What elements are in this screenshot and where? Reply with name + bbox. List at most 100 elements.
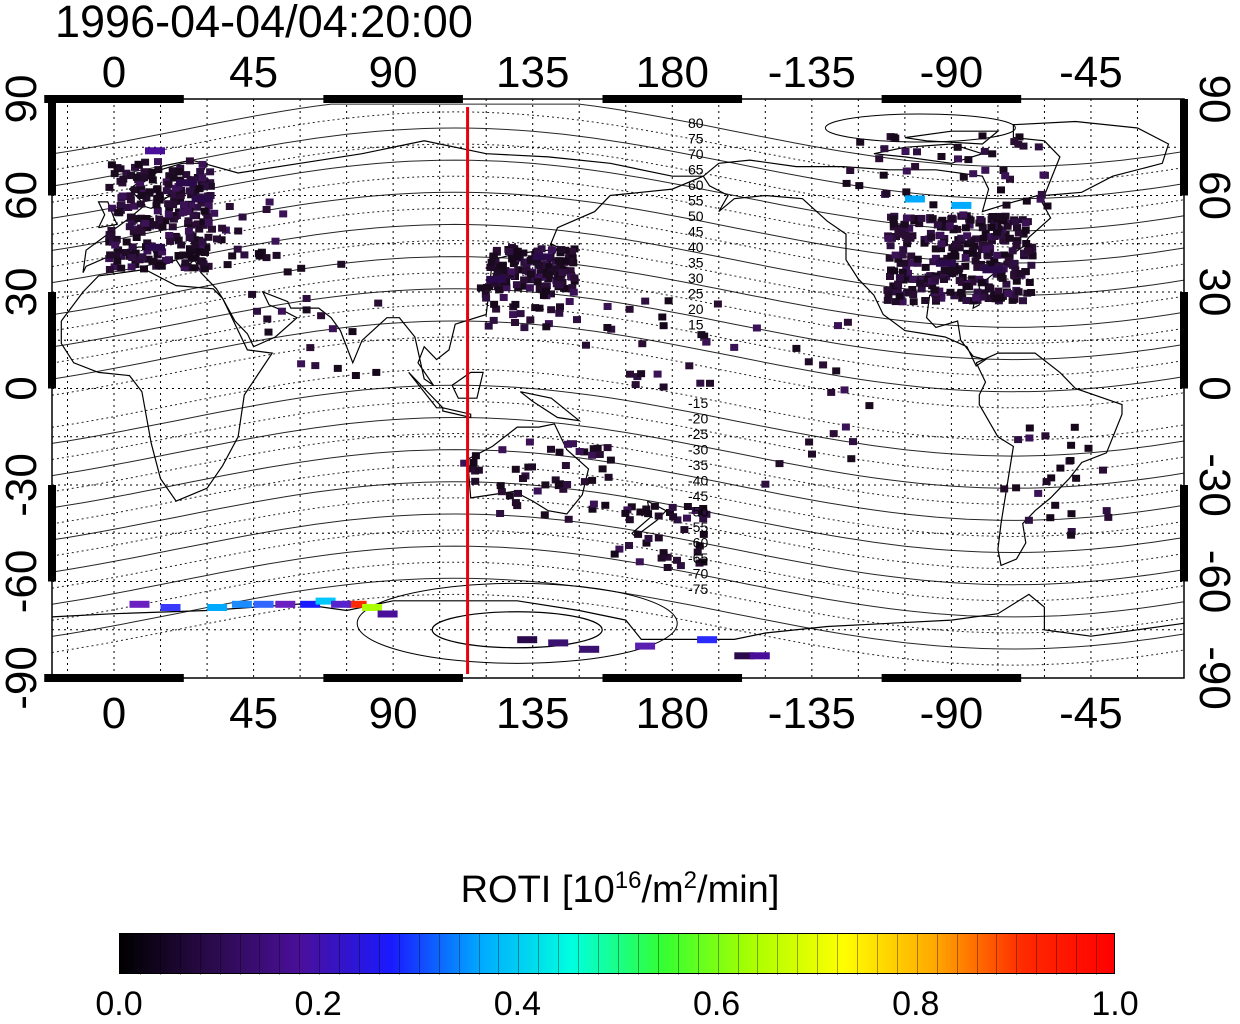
contour-label: -50 bbox=[688, 504, 708, 520]
contour-label: -35 bbox=[688, 457, 708, 473]
roti-cell bbox=[971, 257, 980, 265]
roti-cell bbox=[106, 251, 115, 259]
roti-cell bbox=[155, 215, 164, 223]
roti-cell-highlight bbox=[129, 600, 150, 608]
roti-cell bbox=[973, 252, 982, 259]
roti-cell bbox=[460, 459, 469, 467]
roti-cell-highlight bbox=[734, 652, 755, 660]
colorbar-minor-tick bbox=[319, 934, 321, 975]
roti-cell bbox=[1070, 423, 1079, 431]
roti-cell bbox=[713, 300, 722, 308]
roti-cell bbox=[894, 255, 903, 263]
roti-cell bbox=[909, 298, 918, 306]
roti-cell bbox=[898, 268, 907, 276]
roti-cell bbox=[507, 268, 516, 276]
roti-cell bbox=[213, 235, 221, 243]
axis-bar-right bbox=[1180, 99, 1188, 196]
roti-cell bbox=[302, 306, 311, 314]
roti-cell bbox=[999, 236, 1008, 244]
roti-cell bbox=[952, 240, 960, 248]
roti-cell bbox=[1047, 474, 1056, 482]
roti-cell bbox=[200, 182, 209, 190]
roti-cell bbox=[601, 501, 610, 509]
roti-cell bbox=[1067, 441, 1076, 449]
roti-cell bbox=[615, 545, 624, 553]
roti-cell bbox=[203, 213, 212, 220]
contour-label: -70 bbox=[688, 566, 708, 582]
axis-bar-top bbox=[881, 95, 1022, 103]
lon-tick-bottom: 135 bbox=[496, 689, 569, 738]
roti-cell bbox=[917, 285, 926, 293]
roti-cell bbox=[954, 155, 962, 163]
roti-cell bbox=[482, 294, 491, 302]
roti-cell bbox=[992, 270, 1001, 278]
roti-cell bbox=[111, 251, 120, 259]
lat-tick-left: -90 bbox=[0, 646, 46, 710]
roti-cell bbox=[928, 282, 937, 290]
roti-cell bbox=[525, 438, 534, 446]
roti-cell bbox=[526, 270, 535, 278]
roti-cell bbox=[595, 451, 604, 458]
roti-cell bbox=[164, 181, 173, 189]
roti-cell bbox=[775, 460, 784, 468]
roti-cell bbox=[191, 241, 200, 249]
lat-tick-right: -30 bbox=[1190, 453, 1239, 517]
lon-tick-bottom: 90 bbox=[369, 689, 418, 738]
contour-label: 40 bbox=[688, 239, 704, 255]
roti-cell bbox=[147, 169, 156, 176]
roti-cell bbox=[1019, 142, 1028, 150]
colorbar-minor-tick bbox=[199, 934, 201, 975]
roti-cell bbox=[129, 228, 138, 236]
roti-cell bbox=[201, 249, 209, 256]
roti-cell bbox=[127, 263, 136, 271]
roti-cell bbox=[913, 148, 921, 156]
roti-cell bbox=[904, 269, 912, 277]
roti-cell bbox=[174, 208, 183, 216]
contour-label: -45 bbox=[688, 488, 708, 504]
contour-label: 20 bbox=[688, 301, 704, 317]
roti-cell bbox=[610, 550, 619, 558]
roti-cell bbox=[177, 187, 186, 194]
contour-line bbox=[51, 256, 1185, 328]
colorbar-minor-tick bbox=[1036, 934, 1038, 975]
roti-cell bbox=[915, 220, 924, 228]
roti-cell bbox=[139, 174, 148, 182]
roti-cell bbox=[911, 163, 920, 170]
roti-cell bbox=[985, 249, 994, 257]
roti-cell bbox=[128, 244, 137, 252]
roti-cell bbox=[573, 316, 581, 324]
roti-cell bbox=[761, 480, 770, 488]
colorbar-minor-tick bbox=[677, 934, 679, 975]
axis-bar-top bbox=[44, 95, 184, 103]
roti-cell bbox=[1067, 531, 1076, 539]
axis-ticks: 0045459090135135180180-135-135-90-90-45-… bbox=[0, 48, 1239, 738]
contour-label: 30 bbox=[688, 270, 704, 286]
roti-cell bbox=[193, 203, 201, 211]
roti-cell bbox=[886, 242, 895, 250]
roti-cell bbox=[685, 362, 694, 370]
roti-cell bbox=[968, 249, 977, 257]
axis-bar-left bbox=[48, 99, 56, 196]
roti-cell bbox=[977, 246, 986, 254]
roti-cell bbox=[964, 156, 973, 164]
roti-cell bbox=[928, 215, 937, 223]
roti-cell bbox=[190, 264, 199, 272]
roti-cell bbox=[191, 189, 200, 197]
roti-cell bbox=[1012, 277, 1021, 285]
roti-cell bbox=[513, 502, 522, 510]
roti-cell bbox=[980, 289, 989, 297]
roti-cell bbox=[954, 267, 963, 275]
roti-cell bbox=[521, 267, 530, 275]
roti-cell bbox=[981, 242, 990, 249]
roti-cell bbox=[1009, 261, 1017, 269]
colorbar-minor-tick bbox=[598, 934, 600, 975]
roti-cell bbox=[941, 223, 950, 231]
axis-bar-bottom bbox=[323, 674, 463, 682]
roti-cell bbox=[926, 272, 935, 280]
lat-tick-right: -90 bbox=[1190, 646, 1239, 710]
roti-cell bbox=[921, 297, 930, 304]
roti-cell bbox=[193, 220, 202, 228]
colorbar-minor-tick bbox=[637, 934, 639, 975]
roti-cell bbox=[827, 388, 836, 396]
